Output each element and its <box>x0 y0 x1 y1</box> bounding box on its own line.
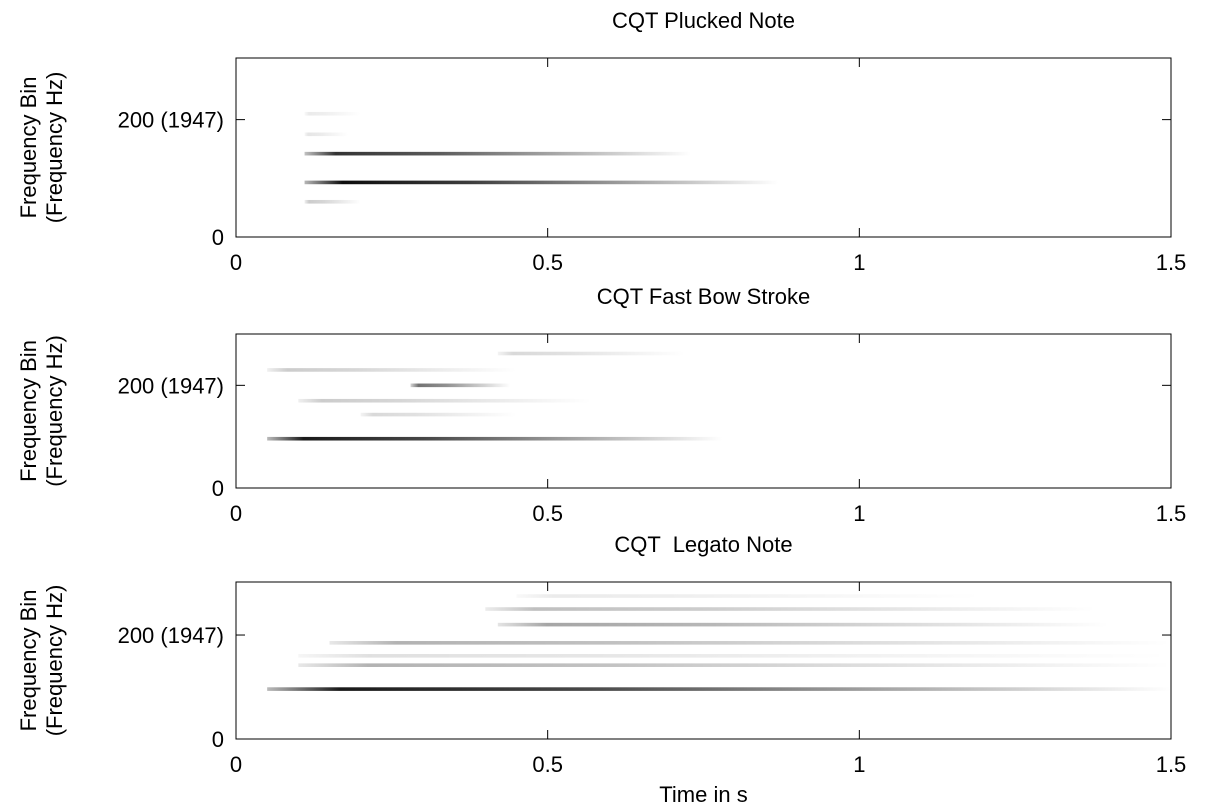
chart-title: CQT Fast Bow Stroke <box>597 284 811 309</box>
spectral-band <box>304 132 349 137</box>
x-tick-label: 0.5 <box>532 501 563 526</box>
spectral-band <box>485 607 1097 611</box>
plot-frame <box>235 581 1172 740</box>
y-tick-label: 0 <box>212 727 224 752</box>
spectral-band <box>304 151 692 156</box>
x-tick-label: 0 <box>230 501 242 526</box>
spectral-band <box>497 351 685 356</box>
spectral-band <box>410 383 511 388</box>
x-tick-label: 0.5 <box>532 752 563 777</box>
plot-frame <box>235 333 1172 489</box>
y-tick-label: 0 <box>212 225 224 250</box>
spectral-band <box>360 412 517 417</box>
x-tick-label: 1 <box>853 501 865 526</box>
spectral-band <box>298 398 592 403</box>
y-axis-label: Frequency Bin <box>16 590 41 732</box>
spectral-band <box>298 654 1171 658</box>
y-tick-label: 200 (1947) <box>118 623 224 648</box>
x-tick-label: 0 <box>230 250 242 275</box>
spectral-band <box>329 641 1171 645</box>
y-tick-label: 200 (1947) <box>118 108 224 133</box>
y-axis-label: Frequency Bin <box>16 77 41 219</box>
x-tick-label: 1.5 <box>1156 250 1187 275</box>
spectral-band <box>304 180 779 185</box>
y-axis-label: Frequency Bin <box>16 340 41 482</box>
spectral-band <box>298 663 1171 667</box>
x-tick-label: 1.5 <box>1156 752 1187 777</box>
plot-frame <box>235 57 1172 238</box>
x-tick-label: 1 <box>853 752 865 777</box>
spectral-band <box>304 111 361 116</box>
y-axis-label: (Frequency Hz) <box>42 335 67 487</box>
spectral-band <box>516 594 984 598</box>
spectral-band <box>497 622 1109 627</box>
chart-title: CQT Plucked Note <box>612 8 795 33</box>
spectral-band <box>304 199 361 204</box>
x-tick-label: 1 <box>853 250 865 275</box>
spectral-band <box>267 368 517 372</box>
y-tick-label: 200 (1947) <box>118 373 224 398</box>
x-tick-label: 0 <box>230 752 242 777</box>
spectral-band <box>267 687 1172 691</box>
chart-title: CQT Legato Note <box>614 532 792 557</box>
x-axis-label: Time in s <box>659 782 747 807</box>
y-axis-label: (Frequency Hz) <box>42 72 67 224</box>
x-tick-label: 0.5 <box>532 250 563 275</box>
x-tick-label: 1.5 <box>1156 501 1187 526</box>
spectral-band <box>267 436 723 441</box>
y-axis-label: (Frequency Hz) <box>42 585 67 737</box>
y-tick-label: 0 <box>212 476 224 501</box>
